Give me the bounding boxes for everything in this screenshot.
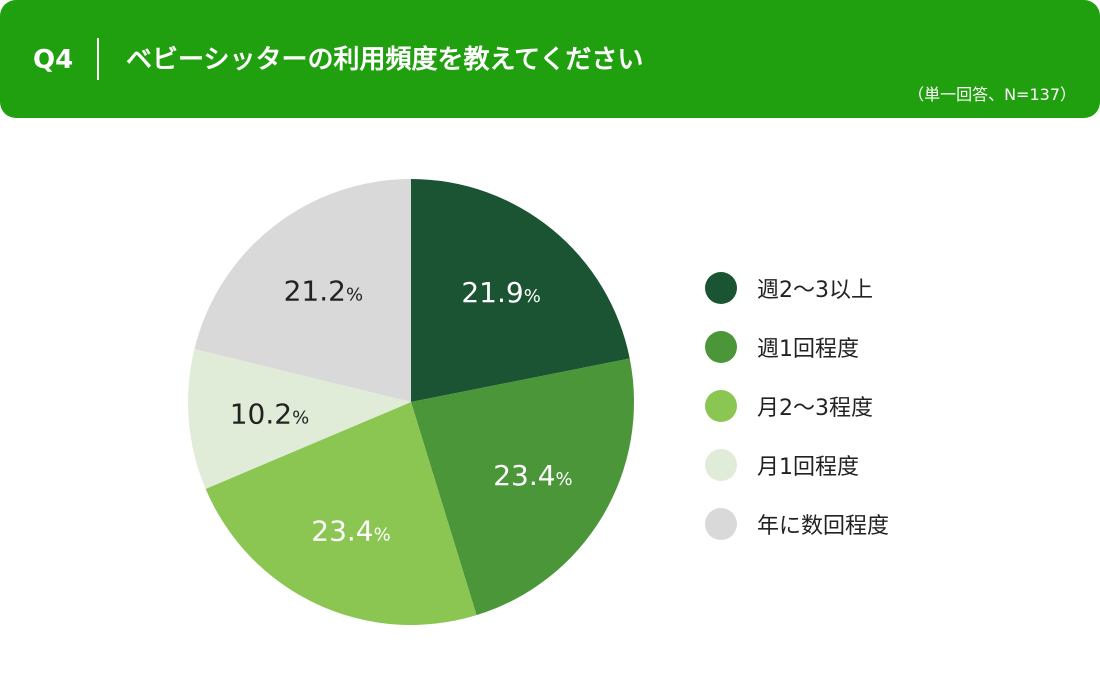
- slice-value-label-3: 23.4%: [311, 515, 390, 548]
- header-divider: [97, 38, 99, 80]
- question-title: ベビーシッターの利用頻度を教えてください: [126, 45, 644, 75]
- legend-label: 月1回程度: [757, 455, 859, 480]
- pie-slice-5: [194, 179, 411, 402]
- pie-slice-2: [411, 358, 634, 616]
- slice-value-label-5: 21.2%: [284, 274, 363, 307]
- legend-label: 年に数回程度: [757, 514, 890, 539]
- legend-swatch: [705, 331, 737, 363]
- question-header: Q4 ベビーシッターの利用頻度を教えてください （単一回答、N=137）: [0, 0, 1100, 118]
- pie-slice-1: [411, 179, 630, 402]
- slice-value-label-1: 21.9%: [461, 276, 540, 309]
- legend-item-4: 月1回程度: [705, 445, 889, 485]
- legend-item-1: 週2〜3以上: [705, 268, 889, 308]
- legend-label: 週1回程度: [757, 337, 859, 362]
- pie-slice-3: [205, 402, 477, 625]
- response-note: （単一回答、N=137）: [908, 85, 1076, 104]
- legend-swatch: [705, 272, 737, 304]
- pie-slice-4: [188, 348, 411, 489]
- legend-item-3: 月2〜3程度: [705, 386, 889, 426]
- chart-legend: 週2〜3以上 週1回程度月2〜3程度 月1回程度年に数回程度: [705, 268, 889, 563]
- legend-swatch: [705, 508, 737, 540]
- legend-swatch: [705, 390, 737, 422]
- legend-label: 月2〜3程度: [757, 396, 873, 421]
- legend-swatch: [705, 449, 737, 481]
- question-number: Q4: [33, 45, 74, 75]
- legend-item-5: 年に数回程度: [705, 504, 889, 544]
- legend-item-2: 週1回程度: [705, 327, 889, 367]
- slice-value-label-4: 10.2%: [230, 397, 309, 430]
- legend-label: 週2〜3以上: [757, 278, 873, 303]
- slice-value-label-2: 23.4%: [493, 459, 572, 492]
